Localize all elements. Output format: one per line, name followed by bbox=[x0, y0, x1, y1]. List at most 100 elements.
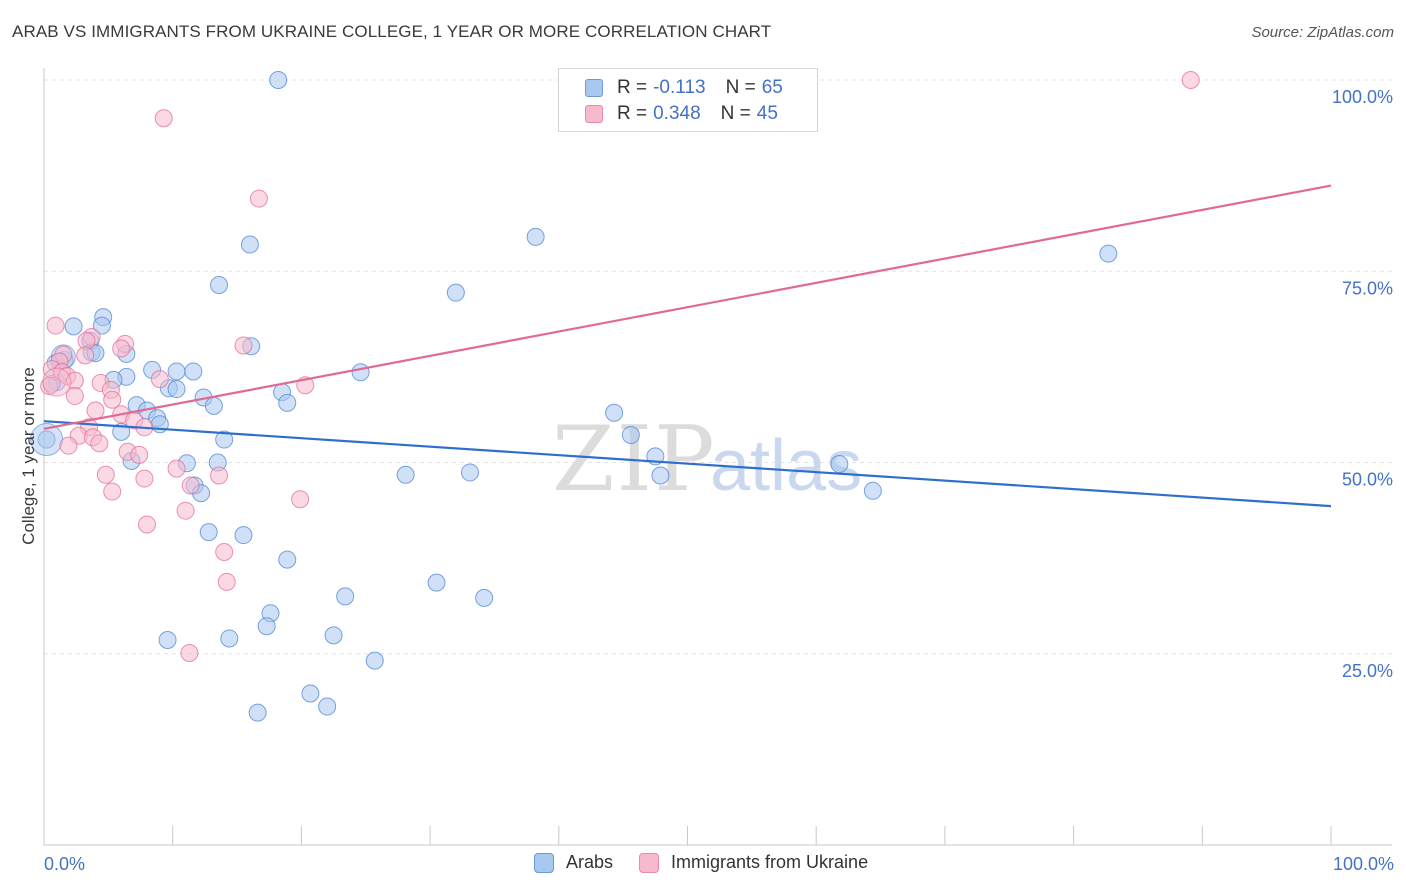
arabs-point bbox=[204, 396, 223, 415]
arabs-point bbox=[257, 617, 276, 636]
arabs-point bbox=[248, 703, 267, 722]
ukraine-point bbox=[137, 515, 156, 534]
legend-n-value: 65 bbox=[761, 77, 783, 98]
arabs-point bbox=[830, 455, 849, 474]
arabs-point bbox=[446, 283, 465, 302]
legend-swatch-arabs bbox=[534, 852, 554, 873]
y-tick-label: 50.0% bbox=[1342, 470, 1393, 490]
arabs-point bbox=[526, 227, 545, 246]
chart-title: ARAB VS IMMIGRANTS FROM UKRAINE COLLEGE,… bbox=[12, 22, 772, 41]
ukraine-point bbox=[176, 501, 195, 520]
legend-swatch-ukraine bbox=[585, 105, 603, 123]
legend-label-arabs: Arabs bbox=[566, 852, 614, 872]
legend-swatch-ukraine bbox=[639, 852, 660, 873]
arabs-point bbox=[863, 481, 882, 500]
ukraine-point bbox=[210, 466, 229, 485]
ukraine-point bbox=[249, 189, 268, 208]
arabs-point bbox=[460, 463, 479, 482]
ukraine-point bbox=[234, 336, 253, 355]
legend-row-ukraine: R = 0.348 N = 45 bbox=[585, 102, 778, 126]
arabs-point bbox=[336, 587, 355, 606]
arabs-point bbox=[184, 362, 203, 381]
trendline-arabs bbox=[43, 420, 1332, 508]
ukraine-point bbox=[180, 643, 199, 662]
ukraine-point bbox=[65, 386, 84, 405]
legend-r-value: -0.113 bbox=[653, 77, 706, 98]
legend-r-label: R = bbox=[617, 77, 648, 98]
chart-source: Source: ZipAtlas.com bbox=[1251, 24, 1394, 41]
arabs-point bbox=[365, 651, 384, 670]
ukraine-point bbox=[96, 465, 115, 484]
y-tick-labels: 25.0% 50.0% 75.0% 100.0% bbox=[1332, 87, 1393, 681]
arabs-point bbox=[215, 430, 234, 449]
grid-lines bbox=[44, 79, 1392, 655]
series-arabs bbox=[30, 71, 1118, 722]
legend-r-value: 0.348 bbox=[653, 103, 701, 124]
arabs-point bbox=[167, 380, 186, 399]
watermark: ZIP atlas bbox=[552, 407, 862, 512]
arabs-point bbox=[278, 393, 297, 412]
arabs-point bbox=[269, 71, 288, 89]
ukraine-point bbox=[90, 434, 109, 453]
arabs-point bbox=[234, 526, 253, 545]
legend-r-label: R = bbox=[617, 103, 648, 124]
trendlines bbox=[43, 184, 1332, 508]
ukraine-point bbox=[103, 390, 122, 409]
ukraine-point bbox=[59, 436, 78, 455]
legend-item-ukraine[interactable]: Immigrants from Ukraine bbox=[639, 852, 868, 873]
x-tick-label-min: 0.0% bbox=[44, 854, 85, 874]
arabs-point bbox=[605, 403, 624, 422]
arabs-point bbox=[396, 465, 415, 484]
legend-label-ukraine: Immigrants from Ukraine bbox=[671, 852, 869, 872]
arabs-point bbox=[301, 684, 320, 703]
axes bbox=[43, 68, 1392, 846]
arabs-point bbox=[278, 550, 297, 569]
trendline-ukraine bbox=[43, 184, 1332, 430]
legend-item-arabs[interactable]: Arabs bbox=[534, 852, 613, 873]
legend-n-label: N = bbox=[720, 103, 751, 124]
ukraine-point bbox=[215, 543, 234, 562]
ukraine-point bbox=[167, 459, 186, 478]
ukraine-point bbox=[46, 316, 65, 335]
arabs-point bbox=[167, 362, 186, 381]
ukraine-point bbox=[103, 482, 122, 501]
y-tick-label: 100.0% bbox=[1332, 87, 1393, 107]
arabs-point bbox=[318, 697, 337, 716]
arabs-point bbox=[351, 363, 370, 382]
legend-swatch-arabs bbox=[585, 79, 603, 97]
ukraine-point bbox=[217, 572, 236, 591]
x-tick-label-max: 100.0% bbox=[1333, 854, 1394, 874]
arabs-point bbox=[210, 276, 229, 295]
ukraine-point-large bbox=[42, 367, 72, 397]
correlation-legend: R = -0.113 N = 65 R = 0.348 N = 45 bbox=[558, 68, 818, 132]
ukraine-point bbox=[130, 445, 149, 464]
arabs-point bbox=[324, 626, 343, 645]
ukraine-point bbox=[76, 346, 95, 365]
arabs-point bbox=[651, 466, 670, 485]
ukraine-point bbox=[1181, 71, 1200, 89]
ukraine-point bbox=[112, 339, 131, 358]
arabs-point bbox=[220, 629, 239, 648]
arabs-point bbox=[427, 573, 446, 592]
ukraine-point bbox=[181, 476, 200, 495]
x-ticks bbox=[172, 826, 1332, 845]
arabs-point bbox=[64, 317, 83, 336]
legend-n-value: 45 bbox=[756, 103, 778, 124]
ukraine-point bbox=[291, 490, 310, 509]
ukraine-point bbox=[154, 109, 173, 128]
arabs-point bbox=[240, 235, 259, 254]
series-ukraine bbox=[40, 71, 1200, 662]
ukraine-point bbox=[86, 401, 105, 420]
series-legend: Arabs Immigrants from Ukraine bbox=[534, 852, 894, 873]
ukraine-point bbox=[135, 469, 154, 488]
y-tick-label: 25.0% bbox=[1342, 661, 1393, 681]
legend-n-label: N = bbox=[725, 77, 756, 98]
ukraine-point bbox=[150, 370, 169, 389]
arabs-point bbox=[475, 588, 494, 607]
y-axis-label: College, 1 year or more bbox=[19, 367, 38, 545]
arabs-point bbox=[1099, 244, 1118, 263]
arabs-point bbox=[621, 425, 640, 444]
arabs-point bbox=[199, 523, 218, 542]
arabs-point bbox=[92, 316, 111, 335]
